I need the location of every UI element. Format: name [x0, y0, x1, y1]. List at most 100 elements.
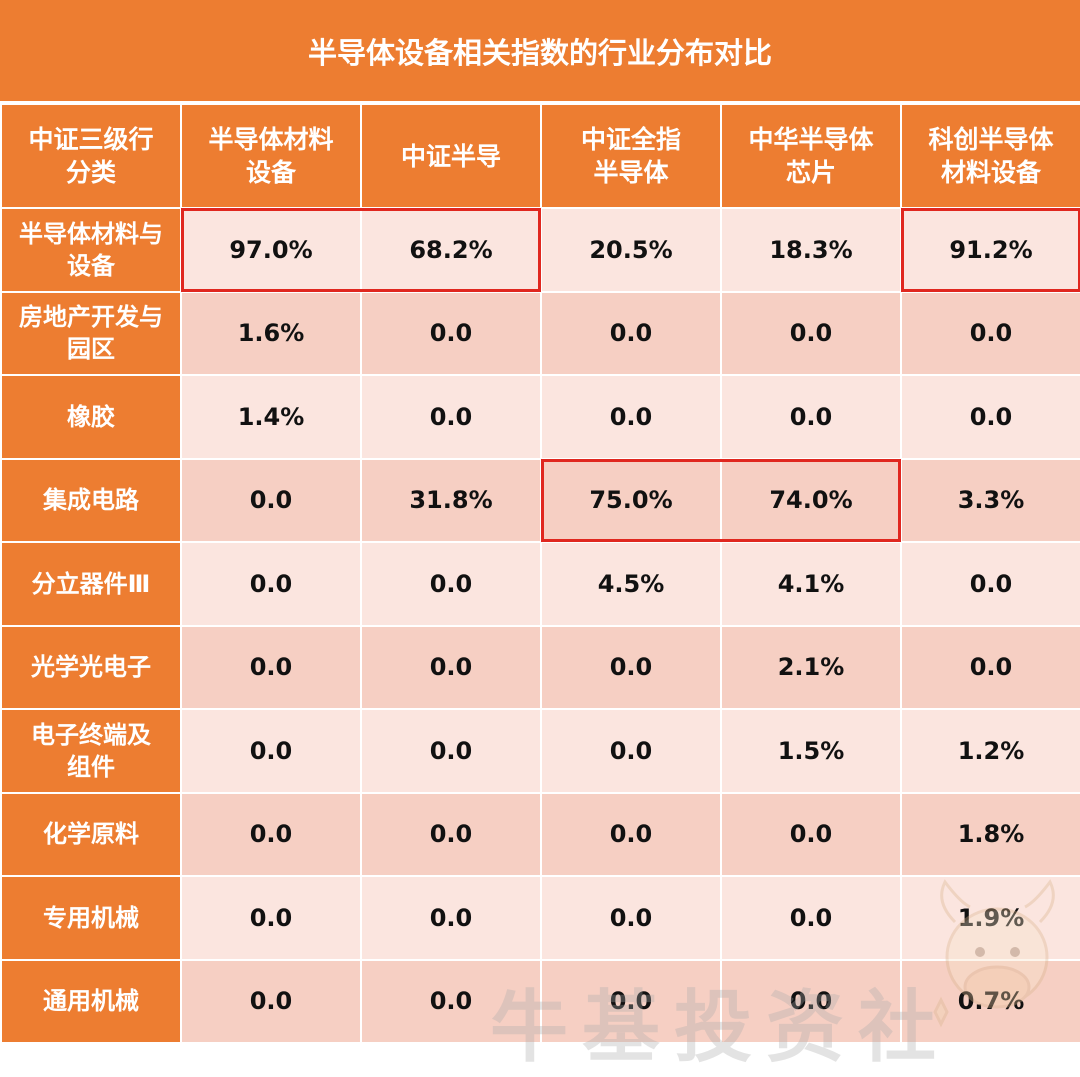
header-label-line: 中华半导体	[748, 125, 874, 154]
row-category: 集成电路	[0, 457, 182, 543]
header-label-line: 半导体	[593, 158, 669, 187]
industry-distribution-table: 中证三级行 分类 半导体材料 设备 中证半导 中证全指 半导体 中华半导体 芯片 科创半导体 材料设…	[0, 103, 1080, 1044]
header-row: 中证三级行 分类 半导体材料 设备 中证半导 中证全指 半导体 中华半导体 芯片 科创半导体 材料设…	[0, 103, 1080, 209]
row-category-line: 专用机械	[43, 903, 139, 932]
value-cell: 1.6%	[180, 290, 362, 376]
value-cell: 0.0	[720, 374, 902, 460]
value-cell: 1.4%	[180, 374, 362, 460]
value-cell: 0.0	[720, 290, 902, 376]
value-cell: 0.0	[360, 875, 542, 961]
header-label-line: 芯片	[785, 158, 836, 187]
header-index-3: 中证全指 半导体	[540, 103, 722, 209]
row-category-line: 房地产开发与	[19, 303, 163, 332]
row-category: 光学光电子	[0, 624, 182, 710]
value-cell: 31.8%	[360, 457, 542, 543]
value-cell: 0.0	[900, 541, 1080, 627]
row-category: 橡胶	[0, 374, 182, 460]
value-cell: 0.0	[900, 290, 1080, 376]
value-cell: 1.8%	[900, 791, 1080, 877]
value-cell: 0.0	[720, 958, 902, 1044]
header-label-line: 分类	[65, 158, 116, 187]
value-cell: 4.5%	[540, 541, 722, 627]
table-row: 通用机械 0.0 0.0 0.0 0.0 0.7%	[0, 958, 1080, 1044]
header-label-line: 半导体材料	[208, 125, 334, 154]
header-label-line: 材料设备	[940, 158, 1041, 187]
value-cell: 68.2%	[360, 207, 542, 293]
value-cell: 2.1%	[720, 624, 902, 710]
table-row: 橡胶 1.4% 0.0 0.0 0.0 0.0	[0, 374, 1080, 460]
table-row: 半导体材料与 设备 97.0% 68.2% 20.5% 18.3% 91.2%	[0, 207, 1080, 293]
row-category-line: 化学原料	[43, 820, 139, 849]
value-cell: 20.5%	[540, 207, 722, 293]
header-index-5: 科创半导体 材料设备	[900, 103, 1080, 209]
row-category-line: 园区	[67, 335, 115, 364]
header-label-line: 设备	[245, 158, 296, 187]
value-cell: 3.3%	[900, 457, 1080, 543]
value-cell: 1.9%	[900, 875, 1080, 961]
value-cell: 0.7%	[900, 958, 1080, 1044]
row-category-line: 分立器件Ⅲ	[31, 569, 151, 598]
table-row: 集成电路 0.0 31.8% 75.0% 74.0% 3.3%	[0, 457, 1080, 543]
table-row: 分立器件Ⅲ 0.0 0.0 4.5% 4.1% 0.0	[0, 541, 1080, 627]
value-cell: 0.0	[360, 708, 542, 794]
value-cell: 0.0	[180, 541, 362, 627]
row-category-line: 通用机械	[43, 987, 139, 1016]
value-cell: 0.0	[360, 624, 542, 710]
value-cell: 1.5%	[720, 708, 902, 794]
row-category-line: 光学光电子	[31, 653, 151, 682]
row-category-line: 设备	[67, 251, 115, 280]
value-cell: 0.0	[180, 875, 362, 961]
value-cell: 0.0	[540, 875, 722, 961]
row-category-line: 半导体材料与	[19, 219, 163, 248]
row-category: 化学原料	[0, 791, 182, 877]
value-cell: 4.1%	[720, 541, 902, 627]
value-cell: 0.0	[180, 791, 362, 877]
value-cell: 0.0	[360, 791, 542, 877]
table-title: 半导体设备相关指数的行业分布对比	[0, 0, 1080, 101]
header-label-line: 中证三级行	[28, 125, 154, 154]
value-cell: 74.0%	[720, 457, 902, 543]
value-cell: 0.0	[180, 624, 362, 710]
value-cell: 0.0	[360, 541, 542, 627]
value-cell: 0.0	[540, 958, 722, 1044]
value-cell: 0.0	[900, 624, 1080, 710]
value-cell: 75.0%	[540, 457, 722, 543]
value-cell: 0.0	[720, 791, 902, 877]
header-category: 中证三级行 分类	[0, 103, 182, 209]
value-cell: 97.0%	[180, 207, 362, 293]
value-cell: 0.0	[180, 958, 362, 1044]
table-row: 光学光电子 0.0 0.0 0.0 2.1% 0.0	[0, 624, 1080, 710]
table-row: 房地产开发与 园区 1.6% 0.0 0.0 0.0 0.0	[0, 290, 1080, 376]
value-cell: 0.0	[540, 708, 722, 794]
value-cell: 0.0	[180, 457, 362, 543]
header-label-line: 中证全指	[580, 125, 681, 154]
row-category: 半导体材料与 设备	[0, 207, 182, 293]
header-index-4: 中华半导体 芯片	[720, 103, 902, 209]
value-cell: 0.0	[540, 290, 722, 376]
table-row: 化学原料 0.0 0.0 0.0 0.0 1.8%	[0, 791, 1080, 877]
table-row: 专用机械 0.0 0.0 0.0 0.0 1.9%	[0, 875, 1080, 961]
value-cell: 0.0	[720, 875, 902, 961]
row-category: 通用机械	[0, 958, 182, 1044]
value-cell: 0.0	[900, 374, 1080, 460]
header-index-2: 中证半导	[360, 103, 542, 209]
value-cell: 0.0	[360, 374, 542, 460]
row-category-line: 组件	[67, 752, 115, 781]
header-index-1: 半导体材料 设备	[180, 103, 362, 209]
row-category: 专用机械	[0, 875, 182, 961]
row-category-line: 电子终端及	[31, 720, 151, 749]
value-cell: 0.0	[360, 290, 542, 376]
row-category-line: 橡胶	[67, 402, 115, 431]
row-category: 电子终端及 组件	[0, 708, 182, 794]
value-cell: 0.0	[540, 624, 722, 710]
value-cell: 0.0	[360, 958, 542, 1044]
value-cell: 0.0	[540, 791, 722, 877]
value-cell: 1.2%	[900, 708, 1080, 794]
header-label-line: 中证半导	[400, 141, 501, 171]
value-cell: 0.0	[540, 374, 722, 460]
value-cell: 91.2%	[900, 207, 1080, 293]
row-category-line: 集成电路	[43, 486, 139, 515]
row-category: 分立器件Ⅲ	[0, 541, 182, 627]
value-cell: 18.3%	[720, 207, 902, 293]
